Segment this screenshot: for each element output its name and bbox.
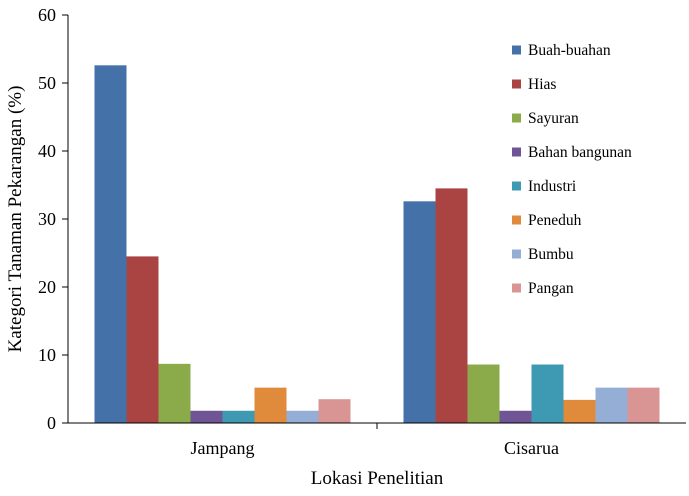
bar [499, 410, 532, 423]
y-tick-label: 40 [38, 141, 56, 161]
bar [318, 399, 351, 423]
legend: Buah-buahan Hias Sayuran Bahan bangunan Indu… [512, 42, 632, 297]
bar [563, 399, 596, 423]
x-category-label: Jampang [191, 438, 255, 458]
legend-swatch [512, 249, 521, 259]
legend-swatch [512, 79, 521, 89]
bar [435, 188, 468, 423]
bar [126, 256, 159, 423]
legend-label: Bahan bangunan [528, 144, 632, 161]
bar [222, 410, 255, 423]
bar [158, 363, 191, 423]
legend-swatch [512, 181, 521, 191]
legend-swatch [512, 45, 521, 55]
x-categories-group: Jampang Cisarua [191, 423, 559, 458]
bar [595, 387, 628, 423]
legend-label: Peneduh [528, 212, 582, 229]
legend-label: Industri [528, 178, 577, 195]
y-tick-label: 60 [38, 5, 56, 25]
legend-label: Hias [528, 76, 556, 93]
x-category-label: Cisarua [504, 438, 559, 458]
y-ticks-group: 0 10 20 30 40 50 60 [38, 5, 68, 433]
bars-group [94, 65, 660, 423]
legend-label: Buah-buahan [528, 42, 611, 59]
y-tick-label: 30 [38, 209, 56, 229]
bar [531, 364, 564, 423]
legend-swatch [512, 113, 521, 123]
legend-swatch [512, 283, 521, 293]
legend-label: Bumbu [528, 246, 574, 263]
y-axis-title: Kategori Tanaman Pekarangan (%) [5, 86, 26, 353]
bar [94, 65, 127, 423]
legend-label: Sayuran [528, 110, 579, 127]
y-tick-label: 10 [38, 345, 56, 365]
bar [627, 387, 660, 423]
bar [286, 410, 319, 423]
y-tick-label: 0 [47, 413, 56, 433]
y-tick-label: 20 [38, 277, 56, 297]
legend-label: Pangan [528, 280, 574, 297]
bar [254, 387, 287, 423]
axes-group [67, 15, 686, 424]
legend-swatch [512, 147, 521, 157]
bar [467, 364, 500, 423]
legend-swatch [512, 215, 521, 225]
bar [190, 410, 223, 423]
bar [403, 201, 436, 423]
x-axis-title: Lokasi Penelitian [311, 468, 444, 489]
y-tick-label: 50 [38, 73, 56, 93]
